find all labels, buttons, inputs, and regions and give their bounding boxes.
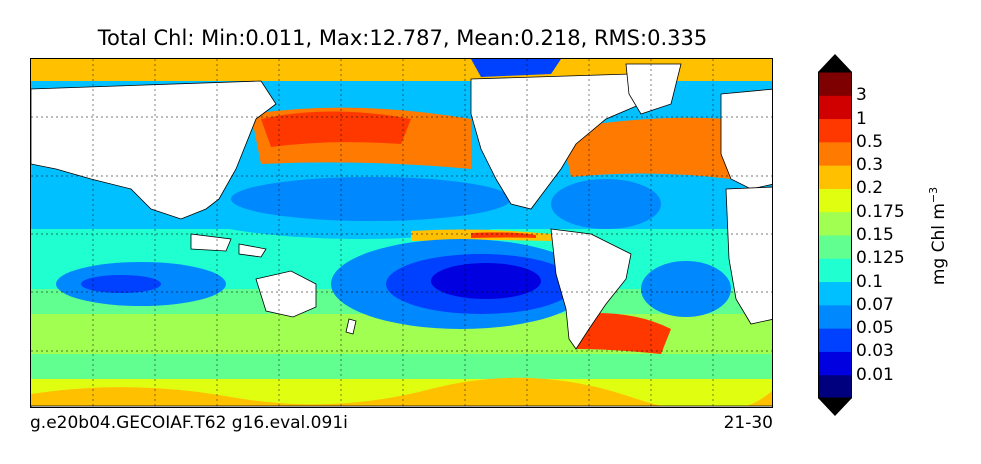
colorbar-swatch: [818, 118, 852, 143]
land-new-zealand: [345, 318, 357, 335]
colorbar-tick-label: 0.1: [856, 271, 884, 292]
colorbar-top-arrow: [818, 54, 852, 72]
np-high-2: [261, 111, 411, 147]
land-antarctica: [31, 405, 772, 407]
gridlines: [31, 59, 772, 407]
np-gyre-inner: [231, 177, 511, 221]
colorbar-tick-label: 0.175: [856, 201, 905, 222]
chlorophyll-map: [30, 58, 773, 408]
map-canvas: [31, 59, 772, 407]
land-new-guinea: [238, 243, 267, 258]
colorbar-swatch: [818, 141, 852, 166]
arctic-blue: [471, 59, 561, 77]
colorbar-swatch: [818, 258, 852, 283]
colorbar: [818, 54, 852, 416]
io-gyre-core: [81, 275, 161, 293]
land-australia: [255, 270, 317, 318]
colorbar-tick-label: 0.07: [856, 294, 894, 315]
sp-gyre-core: [431, 263, 541, 299]
sa-gyre: [641, 261, 731, 317]
land-africa: [725, 186, 772, 325]
colorbar-tick-label: 0.05: [856, 318, 894, 339]
land-greenland: [625, 63, 682, 115]
colorbar-tick-label: 0.3: [856, 155, 884, 176]
colorbar-tick-label: 0.125: [856, 248, 905, 269]
colorbar-tick-label: 0.5: [856, 131, 884, 152]
colorbar-swatch: [818, 304, 852, 329]
land-indonesia: [190, 233, 232, 252]
colorbar-swatch: [818, 72, 852, 96]
patagonia-shelf: [576, 313, 671, 354]
colorbar-swatch: [818, 188, 852, 213]
land-asia: [31, 80, 277, 220]
colorbar-tick-label: 3: [856, 85, 867, 106]
colorbar-swatch: [818, 328, 852, 352]
colorbar-tick-label: 1: [856, 108, 867, 129]
colorbar-swatch: [818, 374, 852, 399]
colorbar-bottom-arrow: [818, 398, 852, 416]
colorbar-tick-label: 0.15: [856, 225, 894, 245]
colorbar-swatch: [818, 235, 852, 259]
colorbar-swatch: [818, 95, 852, 120]
year-range: 21-30: [723, 413, 773, 433]
colorbar-swatch: [818, 165, 852, 189]
colorbar-tick-label: 0.03: [856, 341, 894, 362]
colorbar-swatch: [818, 351, 852, 376]
colorbar-unit-label: mg Chl m−3: [927, 186, 949, 286]
antarctic-edge: [31, 377, 772, 407]
colorbar-tick-label: 0.2: [856, 178, 884, 199]
land-europe: [720, 88, 772, 190]
land: [31, 63, 772, 407]
map-title: Total Chl: Min:0.011, Max:12.787, Mean:0…: [97, 26, 708, 50]
na-gyre: [551, 179, 661, 229]
colorbar-tick-label: 0.01: [856, 364, 894, 385]
na-high: [561, 117, 731, 179]
run-name: g.e20b04.GECOIAF.T62 g16.eval.091i: [30, 413, 348, 433]
colorbar-swatch: [818, 281, 852, 306]
colorbar-swatch: [818, 211, 852, 236]
